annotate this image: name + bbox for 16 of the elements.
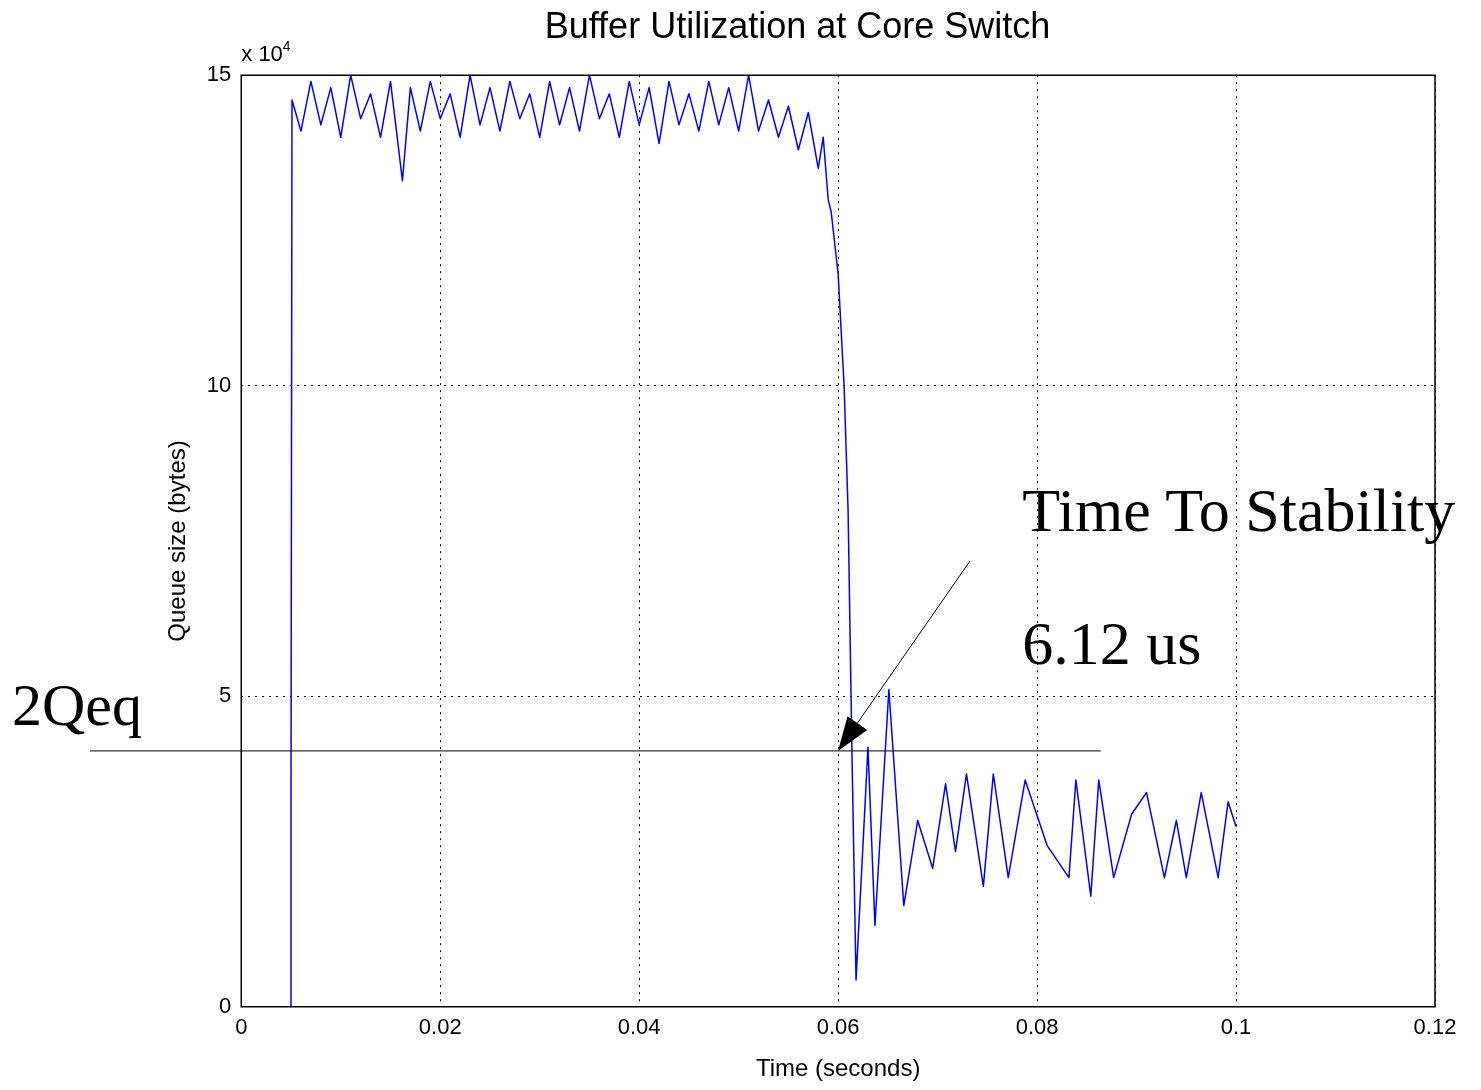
x-tick-label: 0.08 [1015,1014,1059,1040]
y-tick-label: 15 [206,61,232,87]
x-tick-label: 0.06 [816,1014,860,1040]
y-tick-label: 10 [206,371,232,397]
x-tick-label: 0.12 [1413,1014,1457,1040]
y-tick-label: 5 [219,682,232,708]
chart-title: Buffer Utilization at Core Switch [544,4,1051,46]
x-tick-label: 0.02 [418,1014,462,1040]
x-tick-label: 0.04 [617,1014,661,1040]
x-axis-title: Time (seconds) [755,1054,921,1082]
x-tick-label: 0.1 [1220,1014,1252,1040]
y-tick-label: 0 [219,992,232,1018]
ref-line-label: 2Qeq [12,671,142,738]
y-axis-title: Queue size (bytes) [163,440,191,642]
x-tick-label: 0 [235,1014,248,1040]
annotation: 6.12 us [1022,608,1202,677]
